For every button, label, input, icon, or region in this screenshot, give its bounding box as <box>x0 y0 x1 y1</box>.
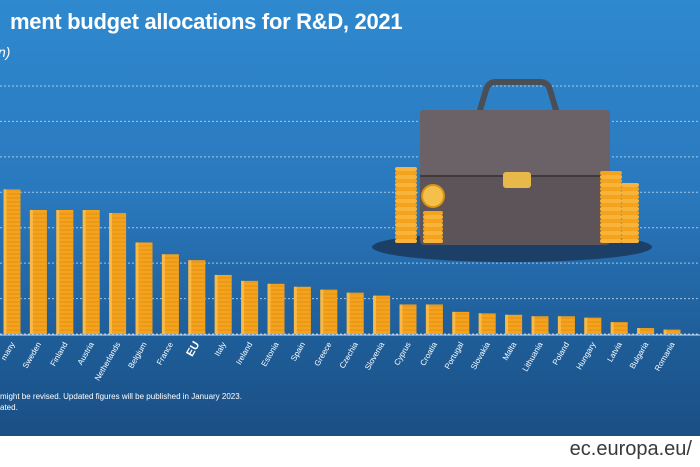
category-label: Latvia <box>605 340 624 363</box>
briefcase-illustration <box>372 79 652 262</box>
chart-title: ment budget allocations for R&D, 2021 <box>10 9 403 34</box>
bar <box>3 189 21 334</box>
briefcase-lid-shape <box>420 110 610 176</box>
category-label: Slovenia <box>363 340 386 372</box>
bar <box>135 242 153 334</box>
bar <box>29 210 47 334</box>
category-label: Belgium <box>126 340 148 370</box>
category-label: Netherlands <box>93 341 122 383</box>
bar <box>584 317 602 334</box>
bar <box>214 274 232 334</box>
bar <box>373 295 391 334</box>
category-label: Portugal <box>443 340 466 370</box>
bar <box>557 316 575 334</box>
category-label: Hungary <box>575 341 598 372</box>
bar <box>320 289 338 334</box>
footnote-1: might be revised. Updated figures will b… <box>0 392 242 401</box>
chart-panel: many Sweden Finland Austria Netherlands Belgi… <box>0 0 700 436</box>
bar <box>505 314 523 334</box>
category-label: Sweden <box>21 341 43 371</box>
bar <box>293 286 311 334</box>
bar <box>425 304 443 334</box>
category-label: Poland <box>551 341 571 367</box>
category-label: Austria <box>76 340 97 367</box>
coin-stack-icon <box>621 183 639 243</box>
bar <box>610 322 628 334</box>
bar <box>478 313 496 334</box>
bar <box>241 280 259 334</box>
category-label: Estonia <box>260 340 281 368</box>
bar <box>452 311 470 334</box>
bar <box>663 329 681 334</box>
category-label: Croatia <box>418 340 439 367</box>
category-label: EU <box>184 339 202 358</box>
chart-subtitle: n) <box>0 44 11 60</box>
category-label: Italy <box>213 341 228 358</box>
coin-stack-icon <box>395 167 417 243</box>
category-label: Cyprus <box>392 341 412 367</box>
bar <box>399 304 417 334</box>
bar <box>637 328 655 334</box>
bar <box>267 283 285 334</box>
source-url[interactable]: ec.europa.eu/ <box>569 438 692 460</box>
bar <box>346 292 364 334</box>
category-label: many <box>0 341 17 362</box>
coin-stack-icon <box>423 211 443 243</box>
category-label: Romania <box>653 340 677 373</box>
bars <box>3 189 681 334</box>
bar <box>161 254 179 334</box>
briefcase-clasp-shape <box>503 172 531 188</box>
category-label: France <box>155 340 176 367</box>
briefcase-handle-shape <box>477 79 559 113</box>
category-label: Ireland <box>234 341 254 367</box>
bar <box>531 316 549 334</box>
bar <box>82 210 100 334</box>
category-label: Greece <box>313 340 334 368</box>
category-label: Finland <box>49 341 70 368</box>
category-label: Bulgaria <box>628 340 651 370</box>
bar <box>188 260 206 334</box>
coin-stack-icon <box>600 171 622 243</box>
coin-icon <box>421 184 445 208</box>
category-label: Malta <box>501 340 519 362</box>
category-label: Czechia <box>338 340 361 370</box>
footnote-2: ated. <box>0 403 18 412</box>
category-label: Slovakia <box>469 340 492 371</box>
category-label: Spain <box>289 341 307 363</box>
bar <box>109 212 127 334</box>
category-label: Lithuania <box>521 340 545 373</box>
bar <box>56 210 74 334</box>
